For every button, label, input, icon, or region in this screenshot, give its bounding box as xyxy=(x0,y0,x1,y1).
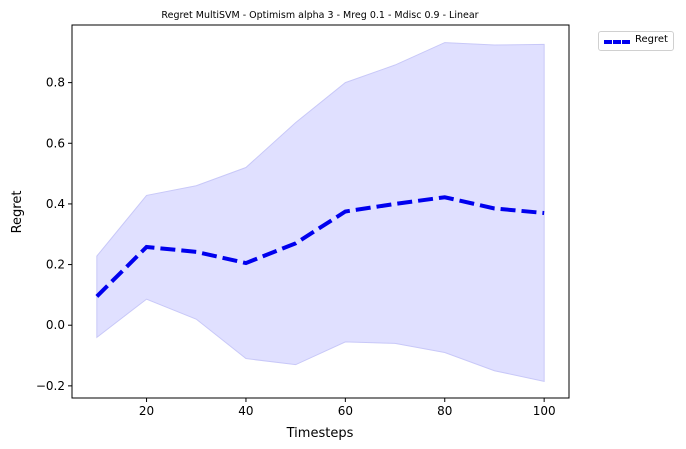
x-tick-label: 100 xyxy=(533,404,556,418)
legend-label-regret: Regret xyxy=(635,34,668,45)
x-axis-label: Timesteps xyxy=(286,426,354,441)
x-tick-label: 40 xyxy=(238,404,253,418)
legend-swatch-regret xyxy=(604,40,630,44)
confidence-band xyxy=(96,42,545,382)
series-line-regret xyxy=(95,195,545,298)
y-tick-label: 0.8 xyxy=(46,76,65,90)
y-tick-label: 0.2 xyxy=(46,258,65,272)
confidence-band-layer xyxy=(96,42,545,382)
y-axis: −0.2 0.0 0.2 0.4 0.6 0.8 xyxy=(36,76,72,393)
y-tick-label: 0.4 xyxy=(46,197,65,211)
series-line-layer xyxy=(95,195,545,298)
plot-frame xyxy=(71,24,570,399)
x-tick-label: 80 xyxy=(437,404,452,418)
x-axis: 20 40 60 80 100 xyxy=(139,398,556,418)
y-tick-label: 0.0 xyxy=(46,318,65,332)
y-axis-label: Regret xyxy=(10,191,25,234)
x-tick-label: 20 xyxy=(139,404,154,418)
legend: Regret xyxy=(598,31,674,51)
y-tick-label: 0.6 xyxy=(46,136,65,150)
y-tick-label: −0.2 xyxy=(36,379,65,393)
x-tick-label: 60 xyxy=(338,404,353,418)
chart-title: Regret MultiSVM - Optimism alpha 3 - Mre… xyxy=(161,10,478,21)
